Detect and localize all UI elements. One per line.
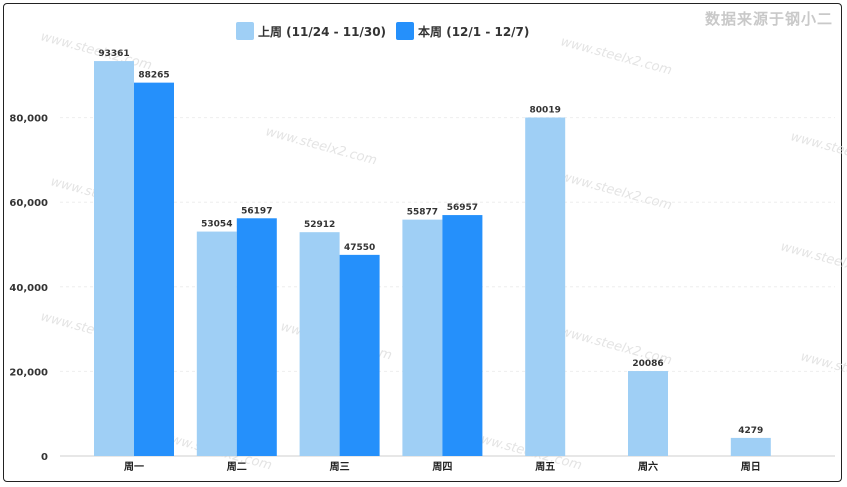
bar-last-week	[628, 371, 668, 456]
legend: 上周 (11/24 - 11/30) 本周 (12/1 - 12/7)	[236, 22, 529, 40]
y-tick-label: 60,000	[9, 198, 48, 209]
x-tick-label: 周五	[535, 461, 555, 473]
data-label: 56197	[241, 206, 272, 216]
source-note: 数据来源于钢小二	[704, 10, 833, 28]
bar-last-week	[299, 232, 340, 456]
bar-last-week	[525, 117, 566, 457]
legend-label-last-week: 上周 (11/24 - 11/30)	[258, 24, 387, 39]
y-tick-label: 80,000	[9, 114, 48, 125]
y-tick-label: 0	[41, 452, 48, 463]
bar-this-week	[134, 82, 174, 457]
legend-label-this-week: 本周 (12/1 - 12/7)	[418, 24, 530, 39]
data-label: 88265	[138, 71, 169, 81]
y-tick-label: 20,000	[9, 367, 48, 378]
y-tick-label: 40,000	[9, 283, 48, 294]
bar-this-week	[442, 215, 483, 456]
data-label: 53054	[201, 220, 232, 230]
bar-this-week	[339, 254, 380, 456]
data-label: 52912	[304, 220, 335, 230]
bar-this-week	[236, 218, 277, 456]
bar-last-week	[196, 231, 237, 456]
data-label: 56957	[447, 203, 478, 213]
legend-swatch-this-week	[396, 22, 415, 40]
legend-swatch-last-week	[236, 22, 254, 40]
bar-last-week	[730, 437, 771, 456]
data-label: 4279	[738, 426, 763, 436]
data-label: 47550	[344, 243, 375, 253]
bar-last-week	[402, 219, 443, 456]
legend-item-last-week[interactable]: 上周 (11/24 - 11/30)	[236, 22, 386, 40]
data-label: 80019	[530, 106, 561, 116]
x-tick-label: 周二	[227, 461, 247, 473]
watermark-text: www.steelx2.com	[559, 34, 674, 78]
data-label: 93361	[98, 49, 129, 59]
data-label: 55877	[407, 208, 438, 218]
x-tick-label: 周四	[432, 461, 452, 473]
watermark-text: www.steelx2.com	[264, 124, 379, 168]
x-tick-label: 周六	[638, 460, 658, 473]
data-label: 20086	[632, 359, 663, 369]
bar-last-week	[94, 61, 134, 456]
x-tick-label: 周一	[124, 461, 144, 473]
x-tick-label: 周日	[741, 461, 761, 473]
watermark-text: www.steelx2.com	[559, 169, 674, 213]
watermark-text: www.steelx2.com	[779, 239, 847, 283]
watermark-text: www.steelx2.com	[789, 129, 847, 173]
x-tick-label: 周三	[330, 461, 350, 473]
legend-item-this-week[interactable]: 本周 (12/1 - 12/7)	[396, 22, 529, 40]
